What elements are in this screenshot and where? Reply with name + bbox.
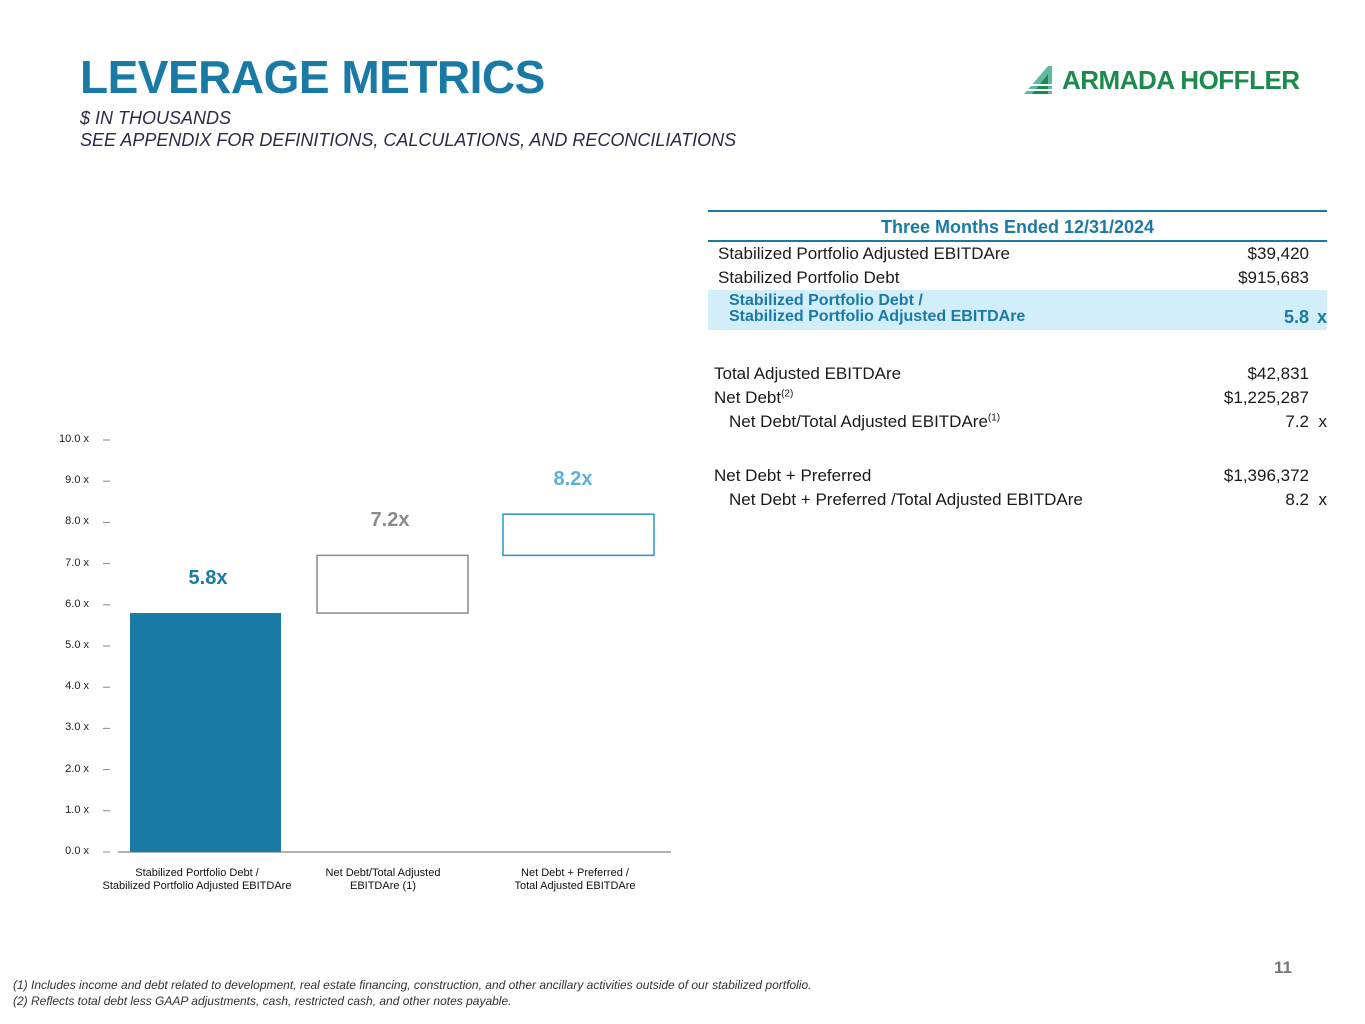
row-unit: x <box>1318 490 1328 509</box>
row-label: Net Debt(2) <box>714 388 793 408</box>
footnote-ref: (2) <box>781 388 794 400</box>
y-tick-label: 10.0 x <box>59 433 89 445</box>
table-row: Net Debt + Preferred /Total Adjusted EBI… <box>708 488 1327 512</box>
x-tick-label-line: EBITDAre (1) <box>349 880 416 892</box>
y-tick-label: 4.0 x <box>65 680 89 693</box>
chart-bar <box>502 513 655 557</box>
y-tick-label: 3.0 x <box>65 721 89 734</box>
row-label: Stabilized Portfolio Adjusted EBITDAre <box>718 244 1010 263</box>
row-unit: x <box>1318 412 1328 431</box>
x-tick-label: Net Debt/Total Adjusted EBITDAre (1) <box>273 867 493 893</box>
page-subtitle-units: $ IN THOUSANDS <box>80 108 232 128</box>
y-tick-label: 5.0 x <box>65 639 89 651</box>
x-tick-label-line: Total Adjusted EBITDAre <box>514 880 636 892</box>
x-tick-label: Net Debt + Preferred / Total Adjusted EBI… <box>465 867 685 893</box>
footnote-1: (1) Includes income and debt related to … <box>13 978 812 992</box>
leverage-table: Three Months Ended 12/31/2024 Stabilized… <box>708 210 1327 512</box>
row-label-line1: Stabilized Portfolio Debt / <box>729 292 923 309</box>
row-value: $915,683 <box>1238 268 1309 287</box>
footnote-ref: (1) <box>987 412 1001 424</box>
x-tick-label-line: Stabilized Portfolio Debt / <box>135 867 259 879</box>
row-value: 7.2 <box>1285 412 1309 431</box>
row-label: Total Adjusted EBITDAre <box>714 364 902 383</box>
x-tick-label-line: Net Debt/Total Adjusted <box>325 867 441 879</box>
row-label-line2: Stabilized Portfolio Adjusted EBITDAre <box>729 308 1026 325</box>
table-row: Net Debt(2) $1,225,287 <box>708 386 1327 410</box>
x-tick-label-line: Stabilized Portfolio Adjusted EBITDAre <box>102 880 292 892</box>
row-value: $42,831 <box>1247 364 1309 383</box>
row-value: 8.2 <box>1285 490 1309 509</box>
row-value: $1,396,372 <box>1223 466 1309 485</box>
row-label: Stabilized Portfolio Debt <box>718 268 900 287</box>
bar-value-label: 8.2x <box>553 468 593 491</box>
table-row-highlight: Stabilized Portfolio Debt / Stabilized P… <box>708 290 1327 330</box>
y-tick-label: 6.0 x <box>65 597 89 610</box>
bar-value-label: 5.8x <box>188 567 228 590</box>
row-label: Net Debt + Preferred <box>714 466 872 485</box>
company-logo: ARMADA HOFFLER <box>1022 64 1300 96</box>
chart-bar <box>316 554 469 614</box>
y-tick-label: 9.0 x <box>65 474 89 487</box>
row-value: $1,225,287 <box>1223 388 1309 407</box>
table-row: Net Debt/Total Adjusted EBITDAre(1) 7.2 … <box>708 410 1327 434</box>
y-tick-label: 2.0 x <box>65 762 89 775</box>
y-tick-label: 7.0 x <box>65 556 89 569</box>
table-row: Stabilized Portfolio Debt $915,683 <box>708 266 1327 290</box>
footnote-2: (2) Reflects total debt less GAAP adjust… <box>13 994 512 1008</box>
row-value: $39,420 <box>1247 244 1309 263</box>
row-label-text: Net Debt <box>714 388 782 407</box>
chart-canvas <box>103 439 671 853</box>
table-row: Net Debt + Preferred $1,396,372 <box>708 464 1327 488</box>
row-label: Stabilized Portfolio Debt / Stabilized P… <box>729 293 1025 325</box>
row-unit: x <box>1316 307 1327 327</box>
page-subtitle-appendix: SEE APPENDIX FOR DEFINITIONS, CALCULATIO… <box>80 130 737 150</box>
page-title: LEVERAGE METRICS <box>80 51 545 103</box>
leverage-chart: 0.0 x 1.0 x 2.0 x 3.0 x 4.0 x 5.0 x 6.0 x 7.0 x… <box>0 420 700 920</box>
table-row: Total Adjusted EBITDAre $42,831 <box>708 362 1327 386</box>
x-tick-label-line: Net Debt + Preferred / <box>521 867 629 879</box>
y-tick-label: 0.0 x <box>65 845 89 857</box>
logo-mark-icon <box>1024 66 1052 94</box>
page-number: 11 <box>1274 958 1292 977</box>
row-label: Net Debt/Total Adjusted EBITDAre(1) <box>729 412 1000 432</box>
y-tick-label: 1.0 x <box>65 803 89 816</box>
bar-value-label: 7.2x <box>370 509 410 532</box>
logo-text: ARMADA HOFFLER <box>1062 64 1300 95</box>
row-label-text: Net Debt/Total Adjusted EBITDAre <box>729 412 988 431</box>
row-label: Net Debt + Preferred /Total Adjusted EBI… <box>729 490 1083 509</box>
row-value: 5.8 <box>1283 307 1309 327</box>
table-row: Stabilized Portfolio Adjusted EBITDAre $… <box>708 242 1327 266</box>
x-tick-label: Stabilized Portfolio Debt / Stabilized Po… <box>87 867 307 893</box>
chart-bar <box>130 613 281 852</box>
y-tick-label: 8.0 x <box>65 515 89 528</box>
table-header: Three Months Ended 12/31/2024 <box>708 210 1327 242</box>
